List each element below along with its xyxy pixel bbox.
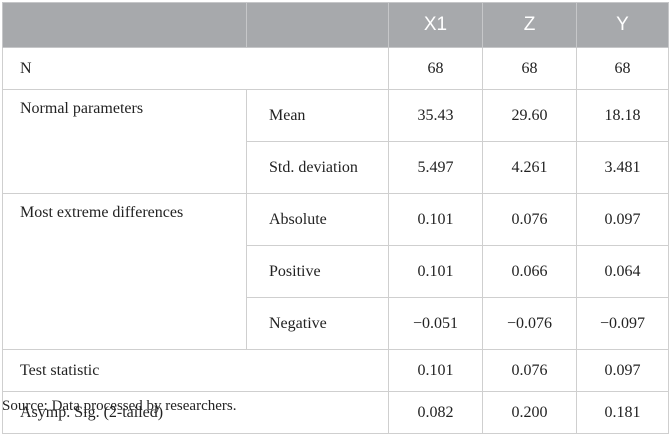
header-x1: X1 xyxy=(388,2,483,48)
table-row: Most extreme differences Absolute 0.101 … xyxy=(2,193,669,246)
row-label: Test statistic xyxy=(2,349,389,392)
cell-value: 0.097 xyxy=(576,349,669,392)
group-label xyxy=(2,297,247,350)
cell-value: −0.051 xyxy=(388,297,483,350)
cell-value: 4.261 xyxy=(482,141,577,194)
cell-value: 68 xyxy=(482,47,577,90)
cell-value: 0.200 xyxy=(482,391,577,434)
table-row: Std. deviation 5.497 4.261 3.481 xyxy=(2,141,669,194)
cell-value: 68 xyxy=(388,47,483,90)
table-row: Negative −0.051 −0.076 −0.097 xyxy=(2,297,669,350)
table-row: Test statistic 0.101 0.076 0.097 xyxy=(2,349,669,392)
table-row: N 68 68 68 xyxy=(2,47,669,90)
stat-label: Std. deviation xyxy=(246,141,389,194)
cell-value: 0.101 xyxy=(388,349,483,392)
cell-value: 18.18 xyxy=(576,89,669,142)
table-row: Normal parameters Mean 35.43 29.60 18.18 xyxy=(2,89,669,142)
row-label: N xyxy=(2,47,389,90)
cell-value: 5.497 xyxy=(388,141,483,194)
header-z: Z xyxy=(482,2,577,48)
header-y: Y xyxy=(576,2,669,48)
cell-value: 29.60 xyxy=(482,89,577,142)
cell-value: 0.181 xyxy=(576,391,669,434)
cell-value: 3.481 xyxy=(576,141,669,194)
cell-value: 0.097 xyxy=(576,193,669,246)
cell-value: 0.076 xyxy=(482,349,577,392)
stat-label: Positive xyxy=(246,245,389,298)
cell-value: 68 xyxy=(576,47,669,90)
source-note: Source: Data processed by researchers. xyxy=(2,398,237,414)
header-row: X1 Z Y xyxy=(2,2,669,48)
cell-value: 0.064 xyxy=(576,245,669,298)
group-label xyxy=(2,141,247,194)
group-label xyxy=(2,245,247,298)
cell-value: 0.066 xyxy=(482,245,577,298)
cell-value: 0.076 xyxy=(482,193,577,246)
header-empty-1 xyxy=(2,2,247,48)
cell-value: −0.076 xyxy=(482,297,577,350)
cell-value: 35.43 xyxy=(388,89,483,142)
group-label: Most extreme differences xyxy=(2,193,247,246)
cell-value: −0.097 xyxy=(576,297,669,350)
cell-value: 0.101 xyxy=(388,193,483,246)
stat-label: Negative xyxy=(246,297,389,350)
stat-label: Absolute xyxy=(246,193,389,246)
group-label: Normal parameters xyxy=(2,89,247,142)
header-empty-2 xyxy=(246,2,389,48)
stat-label: Mean xyxy=(246,89,389,142)
cell-value: 0.101 xyxy=(388,245,483,298)
table-row: Positive 0.101 0.066 0.064 xyxy=(2,245,669,298)
cell-value: 0.082 xyxy=(388,391,483,434)
